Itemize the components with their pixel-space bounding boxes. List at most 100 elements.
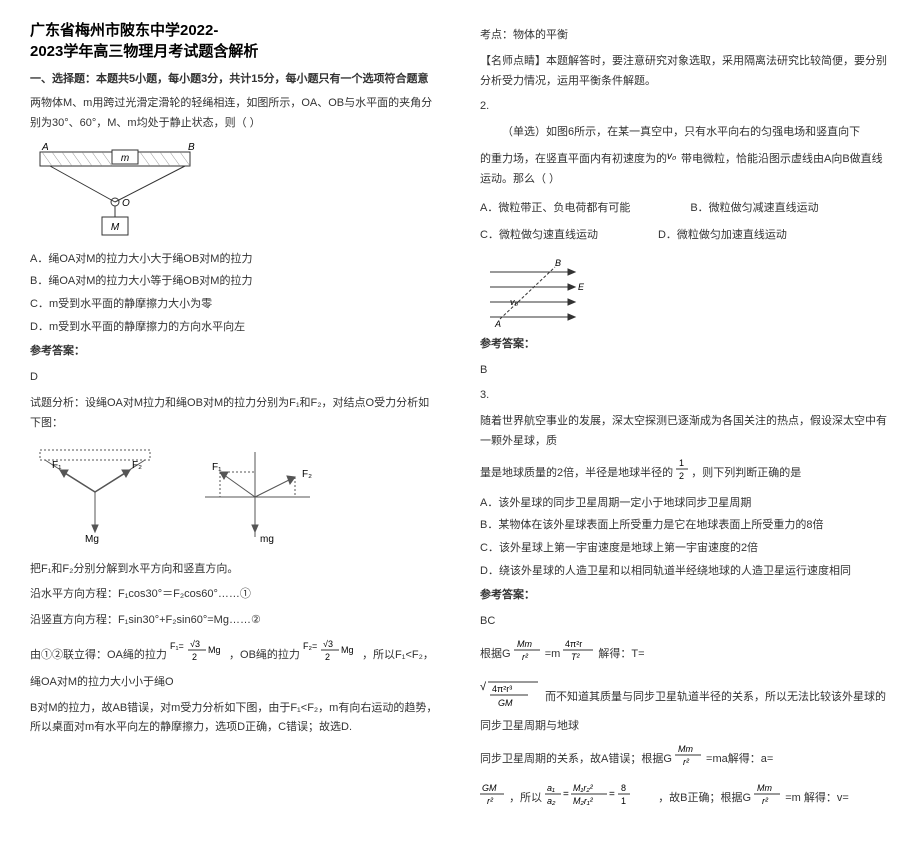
q3-answer: BC <box>480 612 890 632</box>
q3-optC: C．该外星球上第一宇宙速度是地球上第一宇宙速度的2倍 <box>480 539 890 558</box>
q2-stem-line2: 的重力场，在竖直平面内有初速度为的v₀带电微粒，恰能沿图示虚线由A向B做直线运动… <box>480 149 890 189</box>
q1-answer: D <box>30 368 440 388</box>
anal4-post: =m 解得：v= <box>785 792 849 804</box>
q3-stem2b: ，则下列判断正确的是 <box>691 467 801 479</box>
svg-text:2: 2 <box>325 652 330 662</box>
q2-stem2: 的重力场，在竖直平面内有初速度为的 <box>480 153 667 165</box>
label-F2b: F₂ <box>302 469 312 480</box>
label-v0: v₀ <box>510 297 519 307</box>
q2-figure: B A E v₀ <box>480 257 890 327</box>
q3-optA: A．该外星球的同步卫星周期一定小于地球同步卫星周期 <box>480 494 890 513</box>
q1-analysis4: 沿竖直方向方程：F₁sin30°+F₂sin60°=Mg……② <box>30 611 440 631</box>
q1-figure1: m M A B O <box>30 142 440 242</box>
q2-stem1: （单选）如图6所示，在某一真空中，只有水平向右的匀强电场和竖直向下 <box>480 123 890 143</box>
label-F2a: F₂ <box>132 460 142 471</box>
q3-stem2-line: 量是地球质量的2倍，半径是地球半径的 12 ，则下列判断正确的是 <box>480 458 890 488</box>
q3-formula-T: √4π²r³GM 而不知道其质量与同步卫星轨道半径的关系，所以无法比较该外星球的… <box>480 676 890 738</box>
svg-text:Mg: Mg <box>341 645 354 655</box>
q2-optC: C．微粒做匀速直线运动 <box>480 226 598 245</box>
svg-text:=: = <box>609 789 615 800</box>
q1-analysis5: 由①②联立得：OA绳的拉力 F₁=√32Mg ，OB绳的拉力 F₂=√32Mg … <box>30 637 440 693</box>
tip-label: 【名师点睛】 <box>480 55 546 67</box>
formula-ratio: a₁ a₂ = M₁r₂² M₂r₁² = 8 1 <box>545 781 655 815</box>
q3-anal3: 同步卫星周期的关系，故A错误；根据G Mm r² =ma解得：a= <box>480 743 890 775</box>
anal3-mid: =ma解得：a= <box>706 753 773 765</box>
q3-optD: D．绕该外星球的人造卫星和以相同轨道半经绕地球的人造卫星运行速度相同 <box>480 562 890 581</box>
label-E: E <box>578 282 585 292</box>
anal3-pre: 同步卫星周期的关系，故A错误；根据G <box>480 753 672 765</box>
anal-mid: =m <box>545 648 561 660</box>
svg-text:GM: GM <box>482 783 497 793</box>
q1-analysis2: 把F₁和F₂分别分解到水平方向和竖直方向。 <box>30 560 440 580</box>
svg-text:F₂=: F₂= <box>303 641 317 651</box>
svg-text:2: 2 <box>192 652 197 662</box>
svg-text:1: 1 <box>679 458 684 468</box>
q2-optA: A．微粒带正、负电荷都有可能 <box>480 199 630 218</box>
doc-title: 广东省梅州市陂东中学2022- 2023学年高三物理月考试题含解析 <box>30 20 440 62</box>
svg-text:r²: r² <box>683 757 690 767</box>
title-line1: 广东省梅州市陂东中学2022- <box>30 22 218 39</box>
svg-text:Mm: Mm <box>678 744 693 754</box>
q2-answer-label: 参考答案： <box>480 335 890 355</box>
section-heading: 一、选择题：本题共5小题，每小题3分，共计15分，每小题只有一个选项符合题意 <box>30 70 440 86</box>
page-root: 广东省梅州市陂东中学2022- 2023学年高三物理月考试题含解析 一、选择题：… <box>30 20 890 821</box>
q1-analysis6: B对M的拉力，故AB错误，对m受力分析如下图，由于F₁<F₂，m有向右运动的趋势… <box>30 699 440 739</box>
svg-text:8: 8 <box>621 783 626 793</box>
formula-half: 12 <box>676 458 688 488</box>
svg-text:2: 2 <box>679 471 684 480</box>
formula-Mmr2b: Mm r² <box>675 743 703 775</box>
right-column: 考点：物体的平衡 【名师点睛】本题解答时，要注意研究对象选取，采用隔离法研究比较… <box>480 20 890 821</box>
q2-pre: （单选）如图6所示，在某一真空中，只有水平向右的匀强电场和竖直向下 <box>502 126 860 138</box>
q3-stem2: 量是地球质量的2倍，半径是地球半径的 <box>480 467 673 479</box>
label-A2: A <box>494 319 501 327</box>
svg-text:r²: r² <box>522 652 529 662</box>
svg-text:r²: r² <box>487 796 494 806</box>
anal-pre: 根据G <box>480 648 511 660</box>
svg-text:r²: r² <box>762 796 769 806</box>
svg-text:√: √ <box>480 681 487 693</box>
svg-text:=: = <box>563 789 569 800</box>
left-column: 广东省梅州市陂东中学2022- 2023学年高三物理月考试题含解析 一、选择题：… <box>30 20 440 821</box>
kaodian: 考点：物体的平衡 <box>480 26 890 46</box>
formula-4pi2r: 4π²rT² <box>563 638 595 670</box>
q2-opts-row2: C．微粒做匀速直线运动 D．微粒做匀加速直线运动 <box>480 222 890 249</box>
q3-num: 3. <box>480 386 890 406</box>
svg-text:v₀: v₀ <box>667 151 676 161</box>
q2-opts-row1: A．微粒带正、负电荷都有可能 B．微粒做匀减速直线运动 <box>480 195 890 222</box>
formula-f1: F₁=√32Mg <box>170 637 226 673</box>
formula-Mmr2c: Mm r² <box>754 782 782 814</box>
label-F1b: F₁ <box>212 462 222 473</box>
q1-figure2: F₁ F₂ Mg F₁ F₂ <box>30 442 440 552</box>
answer-label: 参考答案： <box>30 342 440 362</box>
q1-optD: D．m受到水平面的静摩擦力的方向水平向左 <box>30 318 440 337</box>
label-B2: B <box>555 258 561 268</box>
label-Mg: Mg <box>85 534 99 545</box>
svg-text:F₁=: F₁= <box>170 641 184 651</box>
title-line2: 2023学年高三物理月考试题含解析 <box>30 43 258 60</box>
svg-text:Mm: Mm <box>757 783 772 793</box>
label-m: m <box>121 153 129 164</box>
svg-text:GM: GM <box>498 698 513 708</box>
formula-GMr2: GM r² <box>480 782 506 814</box>
anal-post: 解得：T= <box>598 648 644 660</box>
q3-stem1: 随着世界航空事业的发展，深太空探测已逐渐成为各国关注的热点，假设深太空中有一颗外… <box>480 412 890 452</box>
formula-T: √ 4π²r³ GM <box>480 676 542 718</box>
svg-text:T²: T² <box>571 652 580 662</box>
svg-text:a₁: a₁ <box>547 783 555 793</box>
q3-optB: B．某物体在该外星球表面上所受重力是它在地球表面上所受重力的8倍 <box>480 516 890 535</box>
svg-text:4π²r³: 4π²r³ <box>492 684 512 694</box>
q2-answer: B <box>480 361 890 381</box>
q1-optA: A．绳OA对M的拉力大小大于绳OB对M的拉力 <box>30 250 440 269</box>
kaodian-label: 考点： <box>480 29 513 41</box>
svg-text:M₂r₁²: M₂r₁² <box>573 796 594 806</box>
label-M: M <box>111 222 120 233</box>
q1-analysis1: 试题分析：设绳OA对M拉力和绳OB对M的拉力分别为F₁和F₂，对结点O受力分析如… <box>30 394 440 434</box>
label-O: O <box>122 198 130 209</box>
q1-stem: 两物体M、m用跨过光滑定滑轮的轻绳相连，如图所示，OA、OB与水平面的夹角分别为… <box>30 94 440 134</box>
svg-text:1: 1 <box>621 796 626 806</box>
q2-optD: D．微粒做匀加速直线运动 <box>658 226 787 245</box>
svg-text:M₁r₂²: M₁r₂² <box>573 783 594 793</box>
svg-text:a₂: a₂ <box>547 796 556 806</box>
anal4-pre: ，所以 <box>509 792 542 804</box>
q1-analysis3: 沿水平方向方程：F₁cos30°＝F₂cos60°……① <box>30 585 440 605</box>
